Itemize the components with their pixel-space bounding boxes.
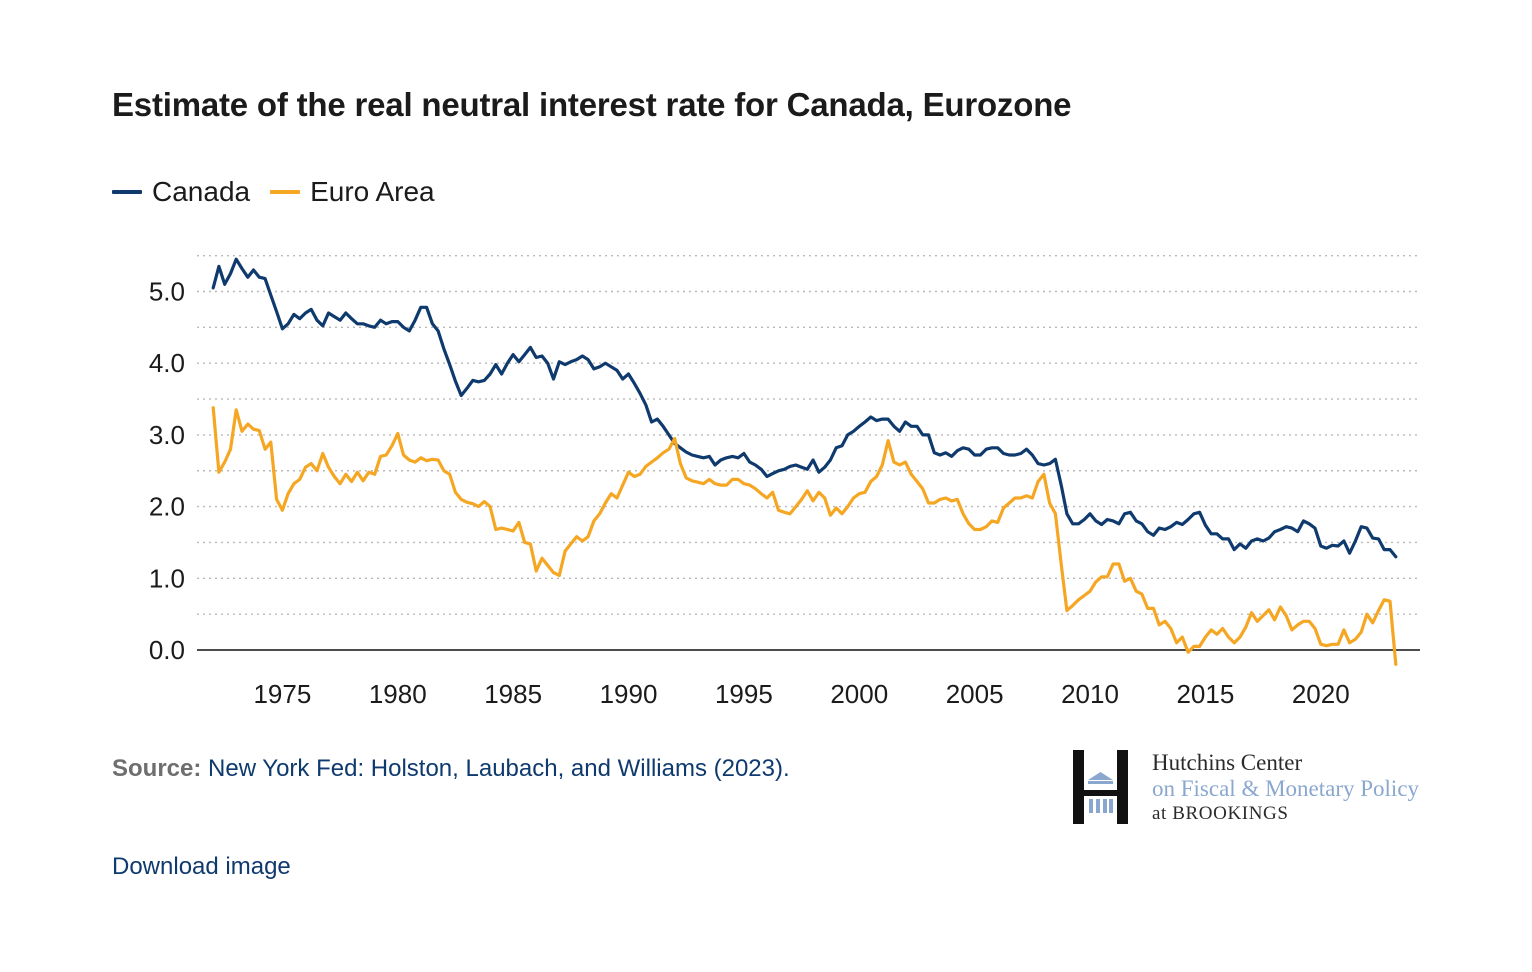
y-tick-label: 2.0: [149, 492, 185, 522]
series-line-canada: [211, 257, 1398, 559]
legend-swatch-euro-area: [270, 190, 301, 194]
x-tick-label: 2010: [1061, 679, 1119, 709]
x-tick-label: 1995: [715, 679, 773, 709]
source-note: Source: New York Fed: Holston, Laubach, …: [112, 755, 790, 783]
logo-line-1: Hutchins Center: [1152, 750, 1303, 775]
logo-text: Hutchins Center on Fiscal & Monetary Pol…: [1152, 750, 1419, 826]
legend-label-canada: Canada: [152, 176, 251, 207]
download-image-link[interactable]: Download image: [112, 853, 291, 880]
legend-item-euro-area: Euro Area: [270, 176, 435, 208]
chart-legend: Canada Euro Area: [112, 176, 455, 208]
source-label: Source:: [112, 755, 202, 782]
x-tick-label: 2005: [946, 679, 1004, 709]
x-tick-label: 1975: [253, 679, 311, 709]
legend-item-canada: Canada: [112, 176, 250, 208]
series-line-euro-area: [211, 406, 1398, 666]
x-tick-label: 1990: [600, 679, 658, 709]
hutchins-h-logo-icon: [1073, 750, 1128, 824]
x-tick-label: 1985: [484, 679, 542, 709]
y-tick-label: 4.0: [149, 348, 185, 378]
y-tick-label: 3.0: [149, 420, 185, 450]
source-link[interactable]: New York Fed: Holston, Laubach, and Will…: [208, 755, 790, 782]
logo-line-3: at BROOKINGS: [1152, 803, 1289, 824]
legend-label-euro-area: Euro Area: [310, 176, 435, 207]
logo-line-2: on Fiscal & Monetary Policy: [1152, 776, 1420, 801]
y-tick-label: 1.0: [149, 563, 185, 593]
x-tick-label: 2020: [1292, 679, 1350, 709]
chart-title: Estimate of the real neutral interest ra…: [112, 86, 1072, 123]
y-tick-label: 0.0: [149, 635, 185, 665]
x-tick-label: 2000: [830, 679, 888, 709]
x-tick-label: 1980: [369, 679, 427, 709]
line-chart: 0.0 1.0 2.0 3.0 4.0 5.0 1975 1980 1985 1990 1995 20…: [149, 254, 1420, 709]
legend-swatch-canada: [112, 190, 142, 194]
x-tick-label: 2015: [1176, 679, 1234, 709]
hutchins-brookings-logo: Hutchins Center on Fiscal & Monetary Pol…: [1072, 748, 1432, 826]
y-tick-label: 5.0: [149, 277, 185, 307]
